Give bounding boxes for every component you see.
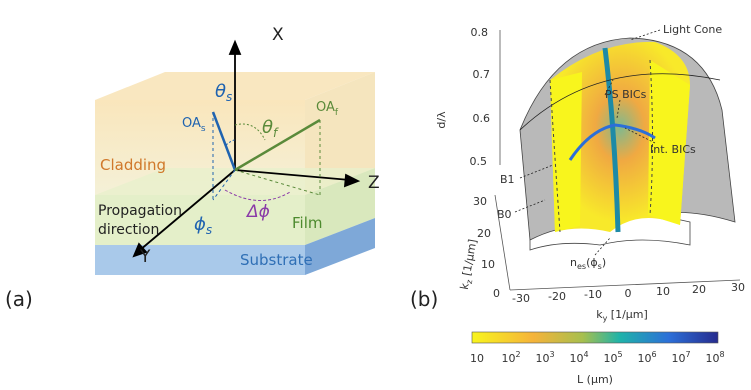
tick-base: 10 [501, 352, 515, 365]
axis-lines [494, 30, 741, 291]
tick-label: 10 [481, 258, 495, 271]
tick-label: 0.5 [470, 155, 488, 168]
annotation: Int. BICs [650, 143, 696, 156]
axis-title: ky [1/μm] [596, 308, 648, 323]
axis-title: kz [1/μm] [458, 238, 482, 291]
tick-base: 10 [603, 352, 617, 365]
delta-phi: Δϕ [245, 202, 270, 222]
tick-label: 0 [493, 287, 500, 300]
tick-label: -20 [548, 290, 566, 303]
tick-label: 20 [477, 227, 491, 240]
colorbar-tick-label: 105 [603, 350, 622, 365]
colorbar-ticks: 10 102 103 104 105 106 107 108 [470, 350, 725, 365]
axis-z: Z [368, 173, 380, 193]
panel-label: (a) [5, 287, 33, 311]
tick-base: 10 [671, 352, 685, 365]
colorbar-tick-label: 106 [637, 350, 656, 365]
annotation: PS BICs [605, 88, 647, 101]
axis-x: X [272, 25, 284, 45]
colorbar-tick-label: 103 [535, 350, 554, 365]
film-label: Film [292, 214, 322, 232]
theta-s: θs [215, 81, 232, 104]
tick-label: 30 [473, 195, 487, 208]
tick-exponent: 4 [583, 350, 588, 359]
vectors [211, 111, 321, 201]
tick-label: 0.8 [471, 26, 489, 39]
tick-base: 10 [535, 352, 549, 365]
annotation: B1 [500, 173, 515, 186]
colorbar-tick-label: 10 [470, 352, 484, 365]
tick-exponent: 3 [549, 350, 554, 359]
panel-label: (b) [410, 287, 438, 311]
tick-label: -10 [584, 288, 602, 301]
tick-base: 10 [569, 352, 583, 365]
tick-label: 10 [656, 285, 670, 298]
tick-label: 0.6 [473, 112, 491, 125]
tick-base: 10 [637, 352, 651, 365]
tick-label: 30 [731, 281, 745, 294]
phi-s: ϕs [194, 214, 212, 237]
colorbar-tick-label: 107 [671, 350, 690, 365]
annotation: B0 [497, 208, 512, 221]
propagation-label: Propagation [98, 203, 182, 219]
tick-exponent: 6 [651, 350, 656, 359]
tick-exponent: 5 [617, 350, 622, 359]
propagation-label: direction [98, 222, 159, 238]
annotation-arrows [514, 29, 661, 256]
colorbar-tick-label: 102 [501, 350, 520, 365]
oa-f: OAf [316, 100, 339, 118]
annotation: Light Cone [663, 23, 722, 36]
tick-label: -30 [512, 292, 530, 305]
tick-label: 0.7 [473, 68, 491, 81]
axes-3d [132, 39, 361, 258]
tick-exponent: 8 [719, 350, 724, 359]
ky-ticks: -30 -20 -10 0 10 20 30 [512, 281, 745, 305]
colorbar-tick-label: 108 [705, 350, 724, 365]
tick-exponent: 2 [515, 350, 520, 359]
cladding-label: Cladding [100, 156, 166, 174]
theta-f: θf [262, 117, 279, 140]
tick-label: 20 [692, 283, 706, 296]
light-cone-surface [519, 37, 736, 251]
colorbar-tick-label: 104 [569, 350, 588, 365]
axis-title: d/λ [435, 111, 448, 129]
tick-label: 0 [625, 287, 632, 300]
annotation: nes(ϕs) [570, 256, 606, 271]
tick-base: 10 [705, 352, 719, 365]
substrate-label: Substrate [240, 251, 313, 269]
tick-base: 10 [470, 352, 484, 365]
colorbar-label: L (μm) [577, 373, 613, 386]
colorbar [471, 331, 719, 344]
tick-exponent: 7 [685, 350, 690, 359]
axis-y: Y [139, 247, 151, 267]
oa-s: OAs [182, 116, 206, 134]
